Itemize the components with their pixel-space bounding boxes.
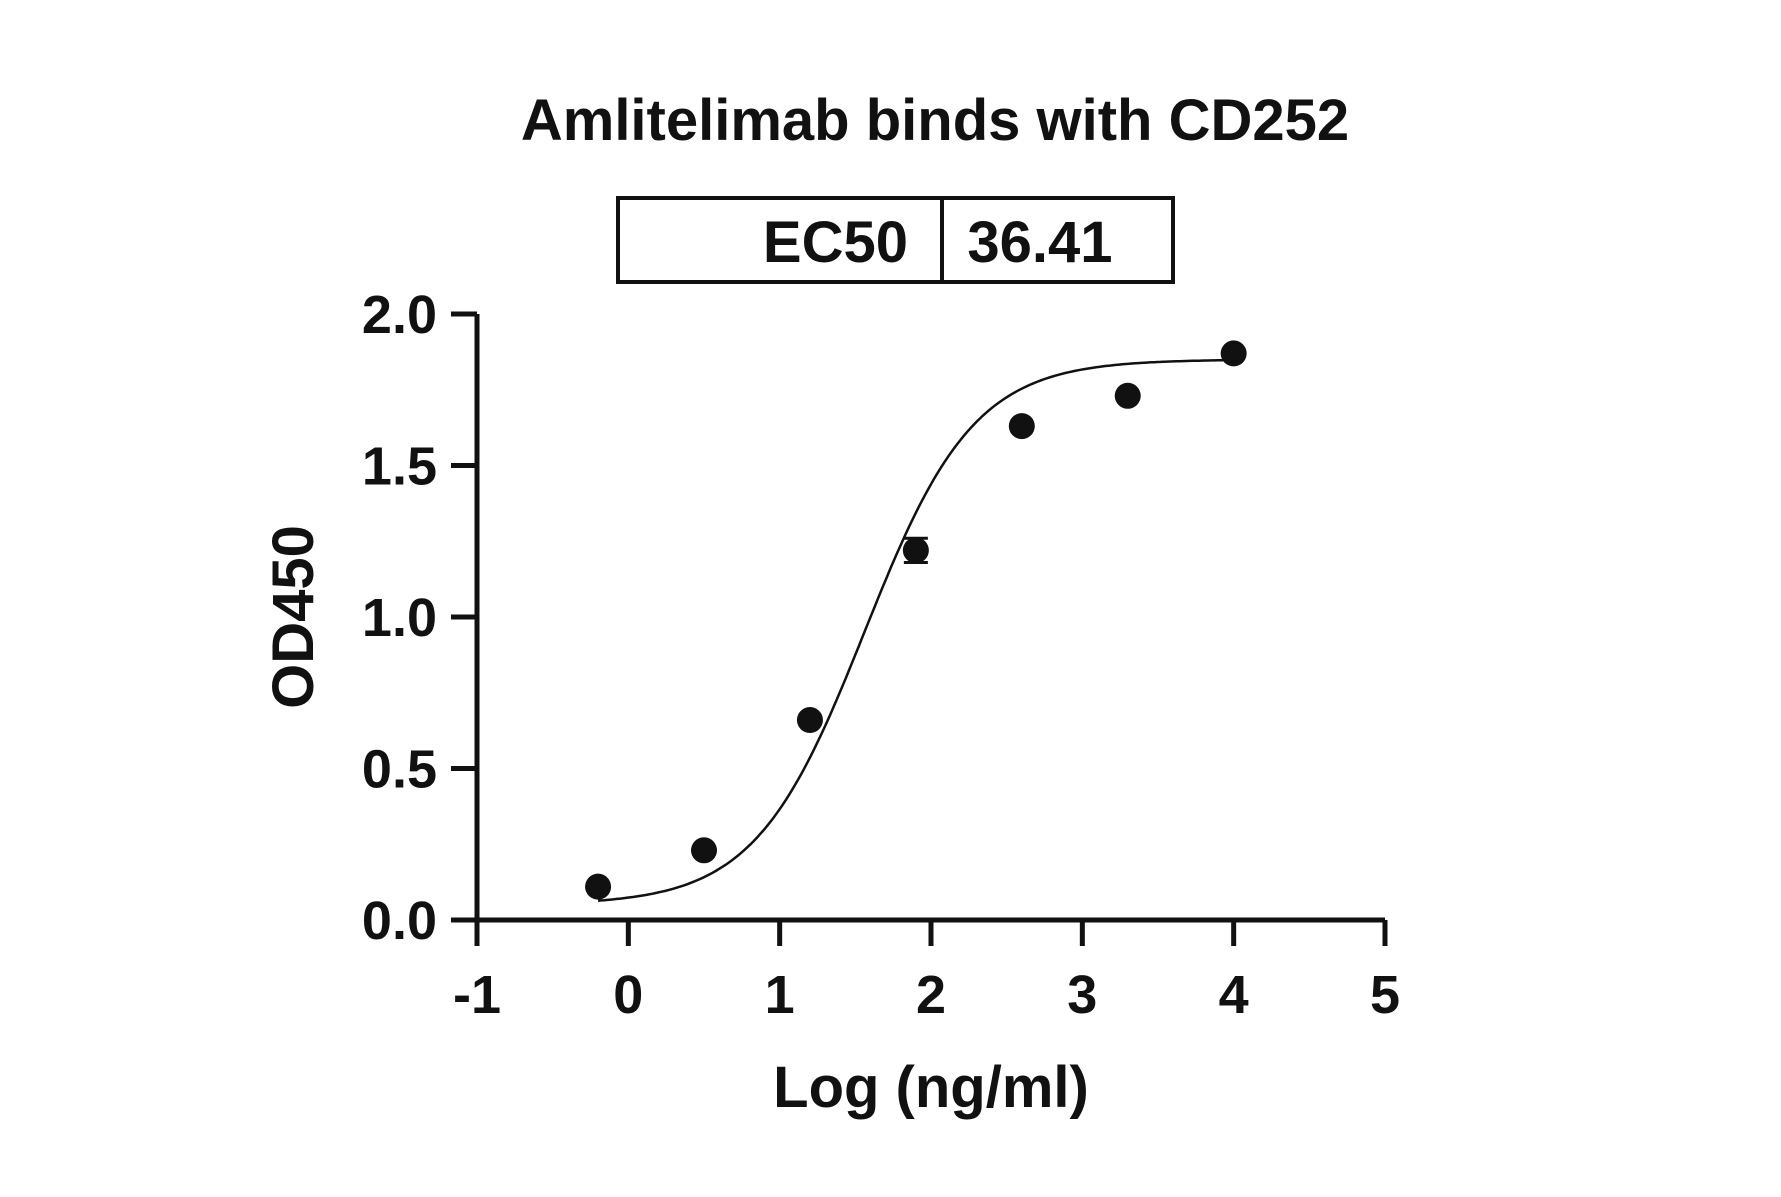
ec50-table-border xyxy=(616,196,1175,284)
x-tick-label: 0 xyxy=(613,965,643,1025)
data-point xyxy=(796,707,823,734)
x-tick-label: 4 xyxy=(1219,965,1249,1025)
chart-title: Amlitelimab binds with CD252 xyxy=(521,88,1349,153)
y-ticks: 0.0 0.5 1.0 1.5 2.0 xyxy=(362,285,477,951)
x-tick-label: 5 xyxy=(1370,965,1400,1025)
ec50-value: 36.41 xyxy=(967,210,1112,275)
y-tick-label: 2.0 xyxy=(362,285,437,345)
y-tick-label: 0.5 xyxy=(362,740,437,800)
x-tick-label: 2 xyxy=(916,965,946,1025)
x-tick-label: 3 xyxy=(1067,965,1097,1025)
y-tick-label: 0.0 xyxy=(362,891,437,951)
data-points xyxy=(585,340,1247,900)
y-tick-label: 1.5 xyxy=(362,437,437,497)
data-point xyxy=(1008,413,1035,440)
axes xyxy=(474,314,1385,923)
y-tick-label: 1.0 xyxy=(362,588,437,648)
data-point xyxy=(585,873,612,900)
data-point xyxy=(902,537,929,564)
data-point xyxy=(691,837,717,864)
data-point xyxy=(1220,340,1247,367)
y-axis-label: OD450 xyxy=(261,525,326,709)
ec50-label: EC50 xyxy=(763,210,908,275)
x-tick-label: -1 xyxy=(453,965,501,1025)
x-ticks: -1 0 1 2 3 4 5 xyxy=(453,920,1400,1025)
x-axis-label: Log (ng/ml) xyxy=(773,1055,1089,1120)
x-tick-label: 1 xyxy=(765,965,795,1025)
data-point xyxy=(1114,382,1141,409)
ec50-table: EC50 36.41 xyxy=(616,196,1175,284)
fit-curve xyxy=(597,358,1234,902)
fit-curve-group xyxy=(597,358,1234,902)
